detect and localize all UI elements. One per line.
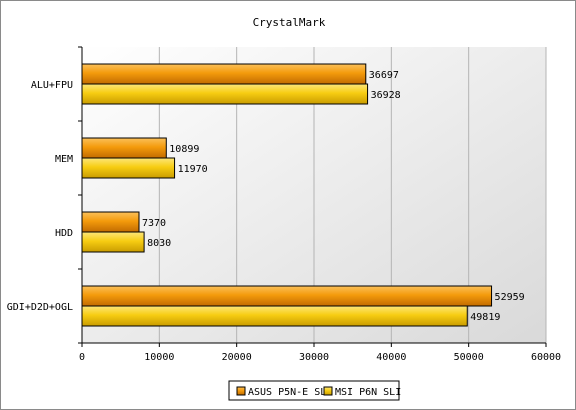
legend-label: MSI P6N SLI [335,387,401,398]
bar-value-label: 7370 [142,218,166,229]
x-tick-label: 30000 [299,352,329,363]
bar-value-label: 10899 [169,144,199,155]
bar [81,231,145,253]
bar-value-label: 36697 [369,70,399,81]
x-tick-label: 10000 [144,352,174,363]
bar [81,63,367,85]
category-label: GDI+D2D+OGL [7,302,73,313]
legend-box [228,380,400,401]
bars: 36697 36928 10899 11970 7370 8030 52959 49819 [81,63,525,327]
bar [81,83,369,105]
bar-value-label: 36928 [371,90,401,101]
category-label: ALU+FPU [31,80,73,91]
x-tick-label: 60000 [531,352,561,363]
axes: 0 10000 20000 30000 40000 50000 60000 ALU+FPU ME… [7,46,561,363]
bar [81,211,140,233]
bar [81,137,167,159]
x-tick-label: 50000 [454,352,484,363]
legend-swatch [323,386,333,396]
legend: ASUS P5N-E SLI MSI P6N SLI [228,380,401,401]
category-label: MEM [55,154,73,165]
bar-value-label: 52959 [495,292,525,303]
x-tick-label: 0 [79,352,85,363]
x-tick-label: 20000 [222,352,252,363]
bar-value-label: 49819 [470,312,500,323]
bar-value-label: 8030 [147,238,171,249]
legend-swatch [236,386,246,396]
bar [81,285,493,307]
bar [81,157,176,179]
chart-title: CrystalMark [253,16,326,29]
bar [81,305,468,327]
x-tick-label: 40000 [376,352,406,363]
bar-value-label: 11970 [178,164,208,175]
category-label: HDD [55,228,73,239]
legend-label: ASUS P5N-E SLI [248,387,332,398]
